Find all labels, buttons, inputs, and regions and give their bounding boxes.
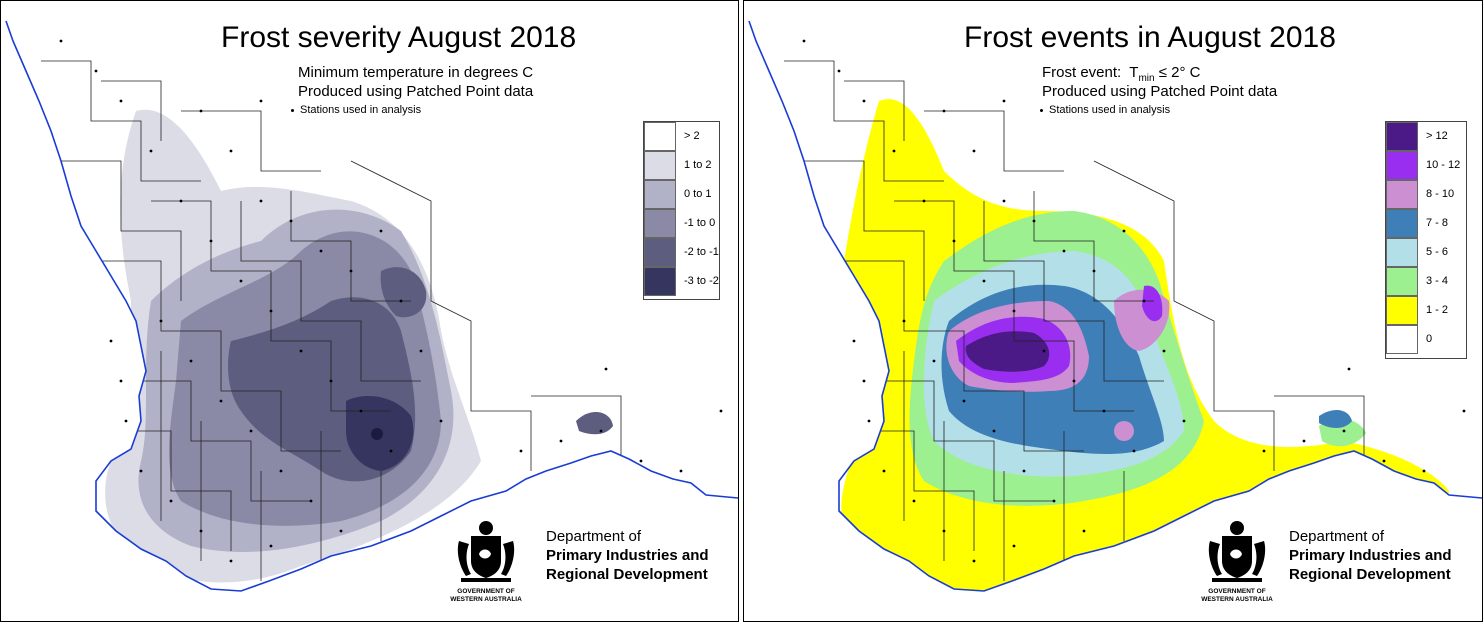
frost-events-map [748,1,1482,592]
station-dot-icon [1040,108,1043,112]
legend-swatch [1386,238,1418,267]
legend-item: 10 - 12 [1386,151,1466,180]
legend-swatch [644,209,676,238]
legend-item: > 2 [644,122,719,151]
frost-events-map-panel: Frost events in August 2018 Frost event:… [743,0,1483,622]
legend-swatch [1386,267,1418,296]
legend-item: 3 - 4 [1386,267,1466,296]
legend-label: > 2 [684,130,700,142]
legend-label: 1 - 2 [1426,304,1449,316]
stations-legend: Stations used in analysis [291,104,421,116]
legend-item: 7 - 8 [1386,209,1466,238]
legend-item: 0 [1386,325,1466,354]
wa-government-crest [457,521,515,582]
map-title: Frost severity August 2018 [221,21,577,54]
legend-swatch [1386,209,1418,238]
gov-wa-label: GOVERNMENT OF WESTERN AUSTRALIA [1201,588,1273,603]
legend-swatch [644,180,676,209]
station-dot-icon [291,108,294,112]
legend-label: 3 - 4 [1426,275,1449,287]
frost-severity-map-panel: Frost severity August 2018 Minimum tempe… [0,0,739,622]
legend-swatch [1386,122,1418,151]
legend-item: 1 - 2 [1386,296,1466,325]
legend-item: -1 to 0 [644,209,719,238]
legend-swatch [644,238,676,267]
legend-swatch [644,151,676,180]
legend-label: -2 to -1 [684,246,719,258]
legend-label: 0 [1426,333,1433,345]
department-name: Department of Primary Industries and Regio… [546,528,709,583]
legend-swatch [1386,180,1418,209]
department-name: Department of Primary Industries and Regio… [1289,528,1452,583]
legend-item: 8 - 10 [1386,180,1466,209]
legend-label: 5 - 6 [1426,246,1449,258]
legend-swatch [644,267,676,296]
legend-item: 1 to 2 [644,151,719,180]
legend-item: -3 to -2 [644,267,719,296]
legend-item: -2 to -1 [644,238,719,267]
legend-swatch [644,122,676,151]
severity-legend: > 2 1 to 2 0 to 1 -1 to 0 -2 to -1 -3 to -2 [643,121,720,300]
legend-item: 0 to 1 [644,180,719,209]
frost-events-legend: > 12 10 - 12 8 - 10 7 - 8 5 - 6 3 - 4 1 - 2 0 [1385,121,1467,359]
map-source: Produced using Patched Point data [1042,83,1278,100]
legend-label: 8 - 10 [1426,188,1455,200]
stations-label: Stations used in analysis [300,104,422,116]
legend-label: 10 - 12 [1426,159,1461,171]
legend-item: 5 - 6 [1386,238,1466,267]
stations-legend: Stations used in analysis [1040,104,1170,116]
legend-label: 1 to 2 [684,159,712,171]
legend-label: -1 to 0 [684,217,716,229]
map-subtitle: Minimum temperature in degrees C [298,64,534,81]
stations-label: Stations used in analysis [1049,104,1171,116]
legend-label: -3 to -2 [684,275,719,287]
legend-label: 0 to 1 [684,188,712,200]
wa-government-crest [1208,521,1266,582]
frost-event-definition: Frost event: Tmin ≤ 2° C [1042,64,1201,84]
gov-wa-label: GOVERNMENT OF WESTERN AUSTRALIA [450,588,522,603]
legend-label: 7 - 8 [1426,217,1449,229]
legend-item: > 12 [1386,122,1466,151]
map-source: Produced using Patched Point data [298,83,534,100]
frost-severity-map [5,1,738,592]
legend-label: > 12 [1426,130,1448,142]
legend-swatch [1386,296,1418,325]
legend-swatch [1386,151,1418,180]
map-title: Frost events in August 2018 [964,21,1336,54]
legend-swatch [1386,325,1418,354]
